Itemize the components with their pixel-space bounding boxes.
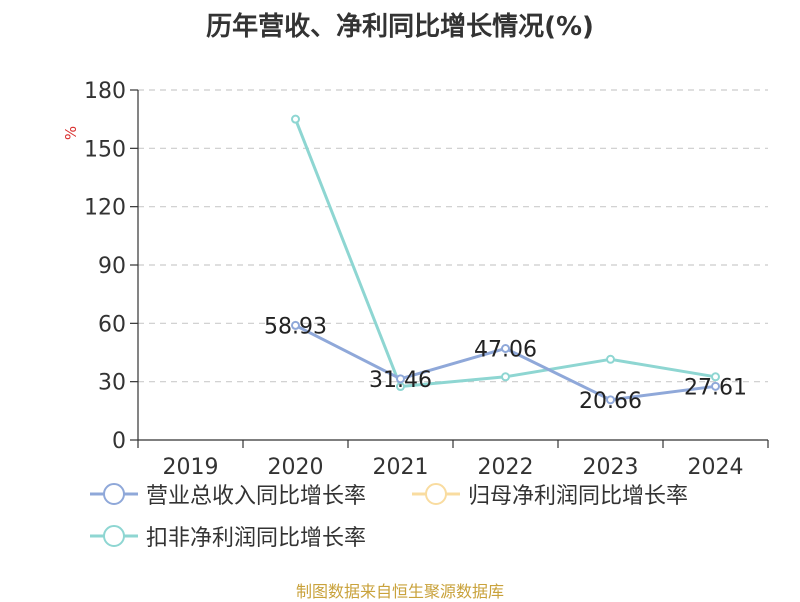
x-tick-label: 2019 bbox=[163, 455, 219, 480]
y-tick-label: 0 bbox=[112, 429, 126, 454]
y-tick-label: 60 bbox=[98, 312, 126, 337]
x-tick-label: 2021 bbox=[373, 455, 429, 480]
legend-symbol bbox=[412, 483, 460, 505]
data-point bbox=[501, 343, 510, 353]
data-label: 58.93 bbox=[264, 314, 327, 339]
legend-label: 营业总收入同比增长率 bbox=[146, 484, 367, 509]
data-point bbox=[606, 395, 615, 405]
x-tick-label: 2023 bbox=[583, 455, 639, 480]
legend-item[interactable]: 归母净利润同比增长率 bbox=[410, 478, 688, 510]
legend-symbol bbox=[90, 525, 138, 547]
data-label: 47.06 bbox=[474, 337, 537, 362]
legend-symbol bbox=[90, 483, 138, 505]
grid-lines bbox=[138, 89, 768, 383]
series-lines bbox=[291, 114, 720, 405]
data-point bbox=[291, 114, 300, 124]
y-tick-label: 150 bbox=[84, 137, 126, 162]
data-point bbox=[291, 320, 300, 330]
x-tick-label: 2022 bbox=[478, 455, 534, 480]
y-axis-label: % bbox=[62, 126, 80, 140]
data-point bbox=[711, 381, 720, 391]
y-tick-label: 120 bbox=[84, 196, 126, 221]
data-label: 31.46 bbox=[369, 368, 432, 393]
x-tick-label: 2020 bbox=[268, 455, 324, 480]
legend-item[interactable]: 扣非净利润同比增长率 bbox=[88, 520, 366, 552]
legend-label: 扣非净利润同比增长率 bbox=[146, 526, 367, 551]
data-label: 27.61 bbox=[684, 375, 747, 400]
data-point bbox=[606, 354, 615, 364]
y-tick-label: 180 bbox=[84, 79, 126, 104]
data-label: 20.66 bbox=[579, 389, 642, 414]
legend-item[interactable]: 营业总收入同比增长率 bbox=[88, 478, 366, 510]
axes: % 0 30 60 90 120 150 180 2019 2020 2021 2022 2023 20… bbox=[62, 79, 769, 480]
source-note: 制图数据来自恒生聚源数据库 bbox=[295, 582, 504, 601]
x-tick-label: 2024 bbox=[688, 455, 744, 480]
chart-title: 历年营收、净利同比增长情况(%) bbox=[206, 12, 594, 42]
data-point bbox=[396, 374, 405, 384]
data-point bbox=[711, 372, 720, 382]
y-tick-label: 30 bbox=[98, 371, 126, 396]
y-tick-label: 90 bbox=[98, 254, 126, 279]
data-point bbox=[501, 372, 510, 382]
data-labels: 58.93 31.46 47.06 20.66 27.61 bbox=[264, 314, 747, 413]
legend-label: 归母净利润同比增长率 bbox=[468, 484, 689, 509]
